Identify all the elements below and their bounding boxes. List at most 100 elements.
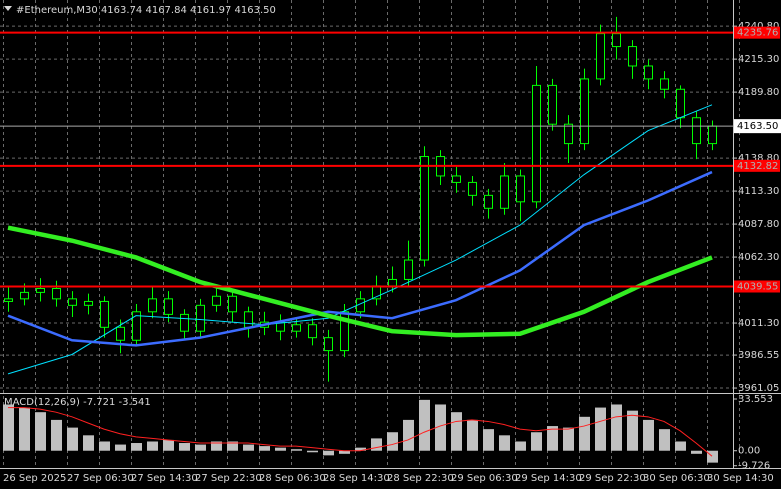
candle-body bbox=[308, 324, 317, 339]
candle-body bbox=[580, 78, 589, 145]
candle-body bbox=[676, 88, 685, 119]
macd-bar bbox=[323, 450, 334, 456]
macd-bar bbox=[179, 443, 190, 451]
level-tag bbox=[734, 280, 780, 293]
macd-bar bbox=[579, 416, 590, 451]
candle-body bbox=[100, 300, 109, 328]
candle-body bbox=[628, 46, 637, 67]
macd-bar bbox=[547, 426, 558, 451]
macd-bar bbox=[227, 441, 238, 451]
last-price-tag bbox=[734, 119, 781, 134]
y-tick-label: 33.553 bbox=[738, 394, 773, 405]
moving-average bbox=[7, 104, 713, 375]
y-tick-label: 4062.30 bbox=[738, 252, 779, 263]
moving-average bbox=[7, 170, 713, 347]
macd-bar bbox=[563, 427, 574, 451]
macd-bar bbox=[499, 435, 510, 451]
candle-body bbox=[164, 298, 173, 315]
candle-body bbox=[516, 175, 525, 203]
macd-bar bbox=[35, 412, 46, 451]
macd-title: MACD(12,26,9) -7.721 -3.541 bbox=[4, 397, 151, 408]
macd-bar bbox=[195, 444, 206, 451]
candle-body bbox=[468, 181, 477, 196]
x-tick-label: 26 Sep 2025 bbox=[3, 473, 66, 484]
candle-body bbox=[532, 84, 541, 203]
macd-bar bbox=[275, 447, 286, 451]
macd-bar bbox=[691, 450, 702, 454]
candle-body bbox=[692, 117, 701, 145]
candle-body bbox=[20, 291, 29, 300]
candle-body bbox=[500, 175, 509, 209]
level-label: 4039.55 bbox=[737, 281, 778, 292]
macd-bar bbox=[3, 404, 14, 451]
candle-body bbox=[132, 311, 141, 341]
macd-bar bbox=[643, 419, 654, 451]
candle-body bbox=[660, 78, 669, 90]
macd-bar bbox=[403, 419, 414, 451]
candle-body bbox=[228, 295, 237, 313]
macd-bar bbox=[51, 419, 62, 451]
macd-bar bbox=[115, 444, 126, 451]
x-tick-label: 30 Sep 14:30 bbox=[707, 473, 774, 484]
macd-bar bbox=[467, 419, 478, 451]
candle-body bbox=[292, 324, 301, 332]
macd-bar bbox=[163, 439, 174, 451]
candle-body bbox=[388, 278, 397, 287]
x-tick-label: 27 Sep 14:30 bbox=[131, 473, 198, 484]
y-tick-label: 0.00 bbox=[738, 446, 760, 457]
macd-bar bbox=[307, 450, 318, 453]
macd-bar bbox=[435, 404, 446, 451]
macd-bar bbox=[659, 429, 670, 451]
macd-bar bbox=[83, 435, 94, 451]
x-tick-label: 29 Sep 06:30 bbox=[451, 473, 518, 484]
candle-body bbox=[612, 33, 621, 48]
candle-body bbox=[564, 123, 573, 145]
macd-bar bbox=[707, 450, 718, 463]
macd-bar bbox=[451, 412, 462, 451]
level-label: 4235.76 bbox=[737, 28, 778, 39]
candle-body bbox=[340, 311, 349, 352]
macd-bar bbox=[131, 443, 142, 451]
candle-body bbox=[84, 300, 93, 306]
y-tick-label: -9.726 bbox=[738, 461, 770, 472]
candle-body bbox=[52, 288, 61, 300]
y-tick-label: 4215.30 bbox=[738, 54, 779, 65]
macd-bar bbox=[291, 449, 302, 451]
macd-bar bbox=[387, 432, 398, 451]
y-tick-label: 4011.30 bbox=[738, 318, 779, 329]
x-tick-label: 27 Sep 22:30 bbox=[195, 473, 262, 484]
candle-body bbox=[196, 304, 205, 332]
candle-body bbox=[596, 33, 605, 80]
signal-line bbox=[8, 407, 713, 457]
y-tick-label: 4113.30 bbox=[738, 186, 779, 197]
macd-bar bbox=[483, 429, 494, 451]
macd-bar bbox=[531, 432, 542, 451]
candle-body bbox=[420, 156, 429, 261]
x-tick-label: 30 Sep 06:30 bbox=[643, 473, 710, 484]
level-label: 4132.82 bbox=[737, 161, 778, 172]
menu-arrow bbox=[4, 6, 12, 11]
y-tick-label: 4189.80 bbox=[738, 87, 779, 98]
macd-bar bbox=[355, 447, 366, 451]
macd-bar bbox=[259, 446, 270, 451]
candle-body bbox=[404, 259, 413, 280]
macd-bar bbox=[419, 399, 430, 451]
candle-body bbox=[148, 298, 157, 313]
x-tick-label: 29 Sep 22:30 bbox=[579, 473, 646, 484]
candle-body bbox=[324, 337, 333, 352]
candle-body bbox=[180, 313, 189, 332]
macd-bar bbox=[67, 427, 78, 451]
x-tick-label: 29 Sep 14:30 bbox=[515, 473, 582, 484]
macd-bar bbox=[611, 404, 622, 451]
candle-body bbox=[548, 84, 557, 125]
level-tag bbox=[734, 26, 780, 39]
chart-title: #Ethereum,M30 4163.74 4167.84 4161.97 41… bbox=[16, 5, 276, 16]
macd-bar bbox=[371, 438, 382, 451]
macd-bar bbox=[627, 410, 638, 451]
macd-bar bbox=[243, 444, 254, 451]
candle-body bbox=[644, 65, 653, 80]
macd-bar bbox=[675, 441, 686, 451]
y-tick-label: 4087.80 bbox=[738, 219, 779, 230]
